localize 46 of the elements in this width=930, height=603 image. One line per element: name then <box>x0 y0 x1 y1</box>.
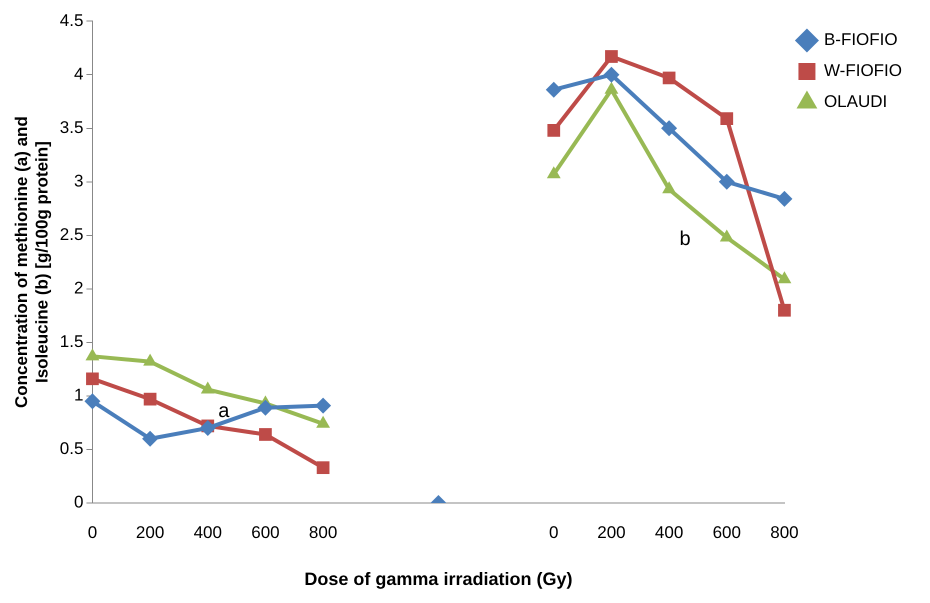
point <box>200 420 216 436</box>
point <box>316 461 330 474</box>
point <box>315 398 332 414</box>
point <box>86 372 99 386</box>
legend-label: OLAUDI <box>824 92 888 112</box>
point <box>605 50 618 63</box>
point <box>603 66 620 83</box>
x-tick-label: 800 <box>770 522 799 542</box>
y-tick-label: 4 <box>74 64 84 84</box>
x-tick-label: 600 <box>251 522 280 542</box>
y-tick-label: 1.5 <box>60 332 84 352</box>
point <box>84 393 100 410</box>
point <box>144 392 156 406</box>
y-tick-label: 0.5 <box>60 439 84 458</box>
annotation: b <box>680 228 691 250</box>
y-tick-label: 2 <box>74 278 84 298</box>
point <box>142 430 158 447</box>
x-tick-label: 800 <box>308 522 338 542</box>
y-tick-label: 3 <box>74 171 84 190</box>
point <box>720 112 734 125</box>
y-tick-label: 2.5 <box>60 225 84 244</box>
annotation: a <box>218 400 230 422</box>
legend-label: B-FIOFIO <box>824 30 898 50</box>
y-tick-label: 1 <box>74 386 84 405</box>
x-tick-label: 0 <box>549 522 559 542</box>
y-axis-title: Concentration of methionine (a) and Isoleucine (b) [g/100g protein] <box>12 116 52 408</box>
x-tick-label: 600 <box>712 522 741 542</box>
x-axis-title: Dose of gamma irradiation (Gy) <box>304 569 572 590</box>
x-tick-label: 0 <box>88 522 98 542</box>
point <box>662 72 676 84</box>
point <box>778 304 791 317</box>
point <box>776 190 792 207</box>
x-tick-label: 200 <box>597 522 626 542</box>
y-tick-label: 3.5 <box>60 118 84 137</box>
point <box>547 124 560 137</box>
point <box>661 120 678 136</box>
point <box>257 400 274 416</box>
x-tick-label: 400 <box>654 522 684 542</box>
point <box>718 174 735 190</box>
y-tick-label: 4.5 <box>60 10 84 30</box>
x-tick-label: 200 <box>136 522 164 542</box>
x-tick-label: 400 <box>194 522 222 542</box>
point <box>259 428 272 441</box>
legend-label: W-FIOFIO <box>824 61 902 80</box>
point <box>546 82 562 98</box>
y-tick-label: 0 <box>74 492 84 512</box>
